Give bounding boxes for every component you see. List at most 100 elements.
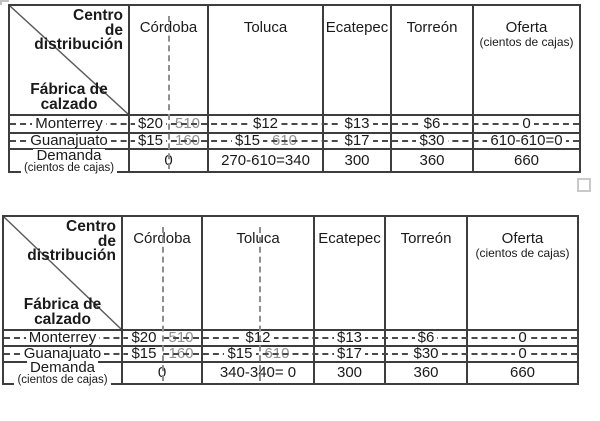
- row-label: Demanda: [26, 360, 99, 375]
- table-row: Demanda (cientos de cajas) 0 270-610=340 300…: [10, 148, 579, 173]
- row-label: Guanajuato: [27, 133, 111, 148]
- cell-value: $17: [341, 133, 373, 148]
- column-header-cell: Oferta (cientos de cajas): [474, 6, 579, 114]
- value-cell: $30: [386, 346, 468, 361]
- value-cell: $13: [324, 116, 392, 132]
- cell-value: 340-340= 0: [216, 365, 300, 380]
- table-row: Guanajuato $15 160 $15 610 $17 $30 610-610=0: [10, 132, 579, 148]
- cell-value: 300: [333, 365, 366, 380]
- table-header-row: Centro de distribución Fábrica de calzado Cór…: [10, 6, 579, 114]
- column-header-cell: Ecatepec: [324, 6, 392, 114]
- diagonal-divider-line: [10, 6, 128, 114]
- row-sublabel: (cientos de cajas): [14, 374, 111, 386]
- cell-value: $15: [224, 346, 256, 361]
- row-label-cell: Monterrey: [10, 116, 130, 132]
- column-header-label: Toluca: [243, 19, 288, 36]
- cell-value: 360: [416, 153, 448, 168]
- value-cell: $17: [324, 133, 392, 148]
- corner-bottom-label: Fábrica de calzado: [10, 81, 128, 112]
- value-cell: 0: [474, 116, 579, 132]
- corner-top-line: distribución: [34, 36, 123, 53]
- value-cell: $13: [315, 330, 386, 345]
- table-row: Demanda (cientos de cajas) 0 340-340= 0 300 3…: [4, 360, 577, 386]
- row-label: Monterrey: [32, 116, 106, 131]
- diagonal-divider-line: [4, 217, 121, 329]
- cell-value: $30: [410, 346, 442, 361]
- cell-value: $15: [128, 346, 160, 361]
- column-header-cell: Ecatepec: [315, 217, 386, 329]
- column-header-cell: Torreón: [392, 6, 474, 114]
- corner-top-label: Centro de distribución: [27, 218, 116, 264]
- table-header-row: Centro de distribución Fábrica de calzado Cór…: [4, 217, 577, 329]
- column-header-label: Ecatepec: [325, 19, 389, 36]
- corner-top-line: Centro: [73, 7, 123, 24]
- corner-header-cell: Centro de distribución Fábrica de calzado: [4, 217, 123, 329]
- cell-value: $12: [249, 116, 282, 131]
- cell-value: $17: [333, 346, 366, 361]
- value-cell: 300: [315, 363, 386, 383]
- transportation-table-iteration-2: Centro de distribución Fábrica de calzado Cór…: [2, 215, 579, 386]
- value-cell: 340-340= 0: [203, 363, 315, 383]
- transportation-table-iteration-1: Centro de distribución Fábrica de calzado Cór…: [8, 4, 581, 173]
- value-cell: 0: [468, 346, 577, 361]
- row-label-cell: Monterrey: [4, 330, 123, 345]
- row-label-cell: Demanda (cientos de cajas): [10, 148, 130, 173]
- value-cell: 300: [324, 150, 392, 171]
- crossed-out-value: 510: [168, 329, 194, 346]
- column-elimination-dashed-line: [168, 16, 170, 169]
- value-cell: 360: [386, 363, 468, 383]
- column-header-cell: Toluca: [209, 6, 324, 114]
- value-cell: $15 160: [130, 132, 209, 149]
- row-label-cell: Guanajuato: [4, 346, 123, 361]
- corner-top-line: de: [104, 21, 123, 39]
- value-cell: 660: [468, 363, 577, 383]
- row-sublabel: (cientos de cajas): [20, 162, 118, 173]
- column-elimination-dashed-line: [162, 227, 164, 381]
- value-cell: $6: [386, 330, 468, 345]
- column-header-sublabel: (cientos de cajas): [479, 35, 574, 49]
- value-cell: $15 160: [123, 346, 203, 361]
- crossed-out-value: 510: [175, 115, 201, 132]
- value-cell: 270-610=340: [209, 150, 324, 171]
- column-header-cell: Córdoba: [123, 217, 203, 329]
- value-cell: $12: [209, 116, 324, 132]
- table-resize-handle[interactable]: [577, 178, 591, 192]
- value-cell: 610-610=0: [474, 133, 579, 148]
- corner-bottom-line: calzado: [34, 310, 91, 328]
- cell-value: 660: [506, 365, 539, 380]
- cell-value: $6: [414, 330, 438, 345]
- cell-value: $20: [134, 116, 166, 131]
- column-header-label: Toluca: [236, 230, 280, 247]
- cell-value: $12: [242, 330, 274, 345]
- row-label: Guanajuato: [20, 346, 105, 361]
- crossed-out-value: 610: [264, 345, 290, 362]
- row-label-cell: Demanda (cientos de cajas): [4, 360, 123, 386]
- cell-value: $13: [333, 330, 366, 345]
- cell-value: $15: [231, 133, 263, 148]
- crossed-out-value: 160: [175, 132, 201, 149]
- column-header-cell: Oferta (cientos de cajas): [468, 217, 577, 329]
- value-cell: $30: [392, 133, 474, 148]
- corner-bottom-label: Fábrica de calzado: [4, 297, 121, 328]
- value-cell: $12: [203, 330, 315, 345]
- value-cell: 360: [392, 150, 474, 171]
- column-header-sublabel: (cientos de cajas): [475, 246, 570, 260]
- corner-bottom-line: Fábrica de: [30, 81, 108, 98]
- corner-top-line: Centro: [66, 218, 116, 235]
- table-row: Guanajuato $15 160 $15 610 $17 $30 0: [4, 345, 577, 361]
- row-label-cell: Guanajuato: [10, 133, 130, 148]
- row-label: Monterrey: [25, 330, 100, 345]
- cell-value: 270-610=340: [218, 153, 313, 168]
- corner-top-label: Centro de distribución: [34, 7, 123, 53]
- cell-value: $30: [416, 133, 448, 148]
- cell-value: $13: [341, 116, 373, 131]
- column-header-label: Torreón: [400, 230, 452, 247]
- row-label: Demanda: [33, 148, 105, 163]
- crossed-out-value: 610: [272, 132, 298, 149]
- column-header-label: Oferta: [501, 230, 544, 247]
- corner-header-cell: Centro de distribución Fábrica de calzado: [10, 6, 130, 114]
- column-header-cell: Torreón: [386, 217, 468, 329]
- column-header-label: Torreón: [406, 19, 458, 36]
- cell-value: 0: [515, 346, 530, 361]
- cell-value: 610-610=0: [487, 133, 566, 148]
